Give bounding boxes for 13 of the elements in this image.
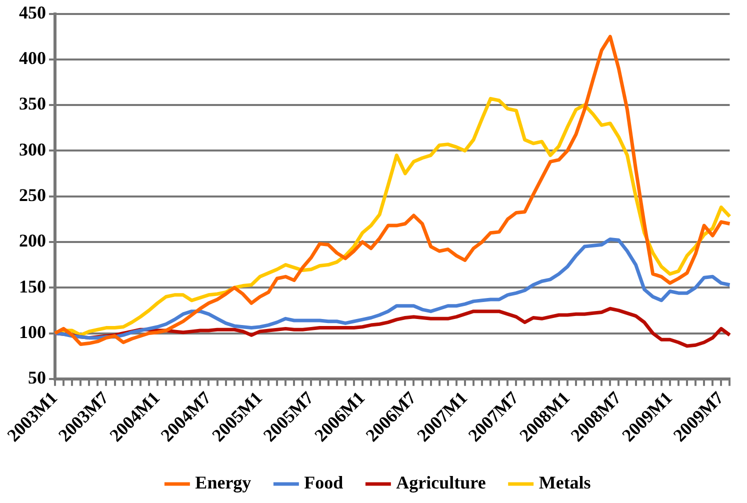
y-tick-label: 400 <box>19 48 46 68</box>
y-tick-label: 300 <box>19 139 46 160</box>
legend-label: Energy <box>195 472 252 493</box>
y-tick-label: 200 <box>19 230 46 251</box>
y-tick-label: 150 <box>19 276 46 296</box>
y-tick-label: 350 <box>19 94 46 114</box>
y-tick-label: 450 <box>19 2 46 22</box>
legend-label: Agriculture <box>396 472 486 493</box>
y-tick-label: 100 <box>19 322 46 342</box>
y-tick-label: 250 <box>19 185 46 206</box>
legend-label: Food <box>304 472 344 493</box>
y-tick-label: 50 <box>28 368 46 388</box>
legend-label: Metals <box>538 472 591 493</box>
